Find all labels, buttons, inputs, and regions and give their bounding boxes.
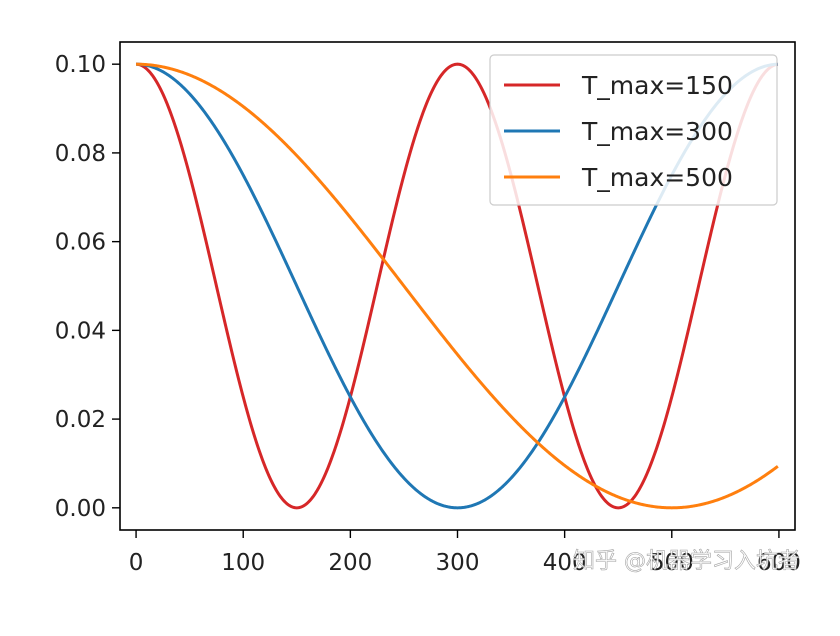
legend-label-2: T_max=300 <box>581 117 733 146</box>
x-tick-label: 100 <box>221 550 265 576</box>
x-tick-label: 200 <box>328 550 372 576</box>
series-line-3 <box>135 62 779 510</box>
x-tick-label: 600 <box>757 550 801 576</box>
x-tick-label: 300 <box>436 550 480 576</box>
y-tick-label: 0.04 <box>55 318 106 344</box>
y-tick-label: 0.00 <box>55 496 106 522</box>
y-tick-label: 0.10 <box>55 52 106 78</box>
legend: T_max=150 T_max=300 T_max=500 <box>489 54 778 206</box>
x-tick-label: 0 <box>129 550 144 576</box>
series-line-1 <box>135 62 779 510</box>
legend-frame <box>489 54 778 206</box>
x-tick-label: 400 <box>543 550 587 576</box>
legend-label-3: T_max=500 <box>581 163 733 192</box>
x-tick-label: 500 <box>650 550 694 576</box>
y-tick-label: 0.06 <box>55 230 106 256</box>
y-tick-label: 0.02 <box>55 407 106 433</box>
y-tick-label: 0.08 <box>55 141 106 167</box>
legend-label-1: T_max=150 <box>581 71 733 100</box>
x-axis: 0 100 200 300 400 500 600 <box>129 530 801 576</box>
y-axis: 0.00 0.02 0.04 0.06 0.08 0.10 <box>55 52 120 522</box>
watermark: 知乎 @机器学习入坑者 <box>573 549 800 574</box>
